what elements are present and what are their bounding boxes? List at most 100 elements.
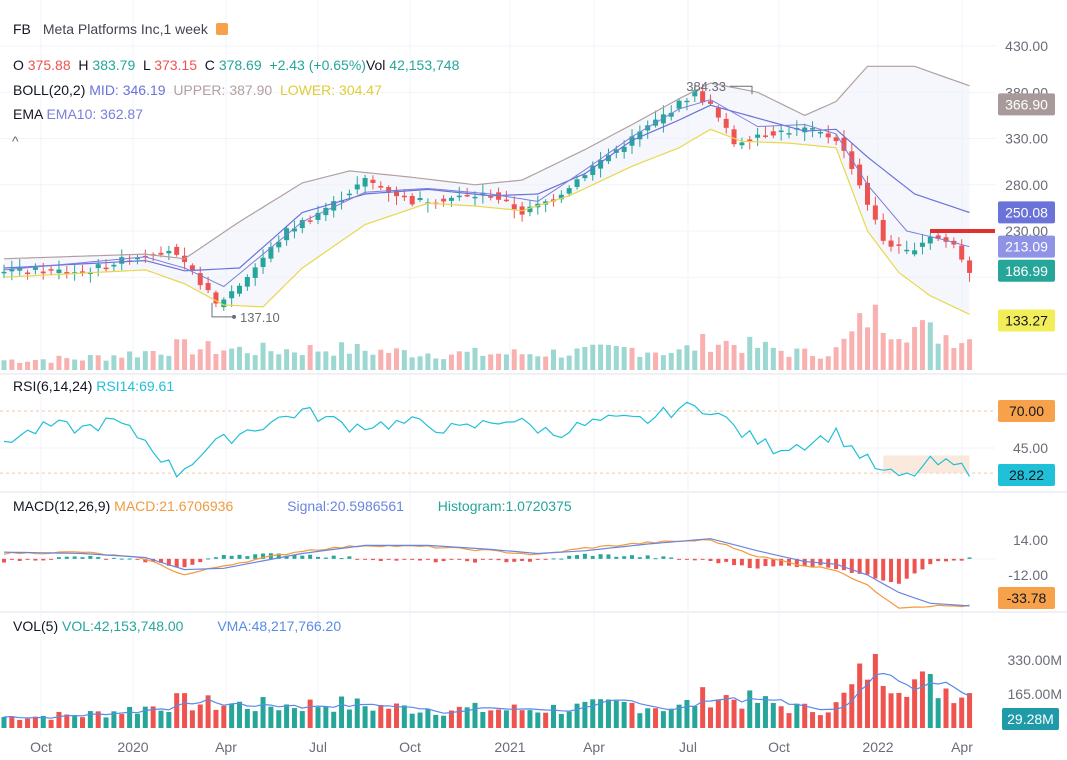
candle-body (354, 184, 360, 190)
candle-body (755, 134, 761, 138)
candle-body (9, 269, 15, 272)
volume-overlay-bar (401, 350, 407, 370)
price-axis-label: 280.00 (1005, 177, 1048, 193)
macd-histogram-bar (527, 558, 532, 562)
volume-overlay-bar (503, 354, 509, 370)
time-axis-label: 2021 (494, 739, 525, 755)
vol-legend[interactable]: VOL(5) VOL:42,153,748.00 VMA:48,217,766.… (13, 618, 341, 634)
price-axis-label: 230.00 (1005, 223, 1048, 239)
symbol-ticker[interactable]: FB (13, 21, 31, 37)
volume-bar (40, 715, 46, 728)
low-value: 373.15 (154, 57, 198, 73)
price-axis: 430.00380.00330.00280.00230.0070.0045.00… (1005, 38, 1062, 702)
volume-pane (1, 653, 973, 728)
high-value: 383.79 (92, 57, 136, 73)
volume-overlay-bar (331, 355, 337, 370)
boll-lower: LOWER: 304.47 (279, 82, 382, 98)
candle-body (770, 131, 776, 136)
rsi-legend[interactable]: RSI(6,14,24) RSI14:69.61 (13, 378, 174, 394)
macd-histogram-bar (732, 558, 737, 566)
candle-body (197, 273, 203, 286)
boll-mid: MID: 346.19 (89, 82, 166, 98)
candle-body (417, 197, 423, 201)
macd-histogram-bar (881, 558, 886, 581)
volume-overlay-bar (307, 344, 313, 370)
volume-bar (700, 687, 706, 728)
histogram-value: Histogram:1.0720375 (437, 498, 572, 514)
volume-bar (935, 698, 941, 728)
candle-body (739, 142, 745, 146)
macd-label: MACD(12,26,9) (13, 498, 111, 514)
volume-bar (865, 679, 870, 728)
volume-overlay-bar (260, 342, 266, 370)
candle-body (511, 204, 517, 210)
volume-overlay-bar (174, 339, 180, 370)
candle-body (370, 179, 376, 184)
macd-histogram-bar (206, 558, 211, 560)
volume-bar (409, 713, 415, 728)
macd-histogram-bar (449, 558, 454, 560)
volume-bar (825, 712, 831, 728)
candle-body (786, 133, 792, 135)
candle-body (95, 264, 101, 269)
macd-histogram-bar (661, 556, 666, 559)
volume-bar (472, 702, 478, 728)
volume-bar (64, 714, 70, 728)
change-value: +2.43 (+0.65%) (269, 57, 366, 73)
volume-overlay-bar (150, 350, 156, 370)
volume-overlay-bar (244, 353, 250, 370)
macd-histogram-bar (504, 558, 509, 563)
macd-histogram-bar (896, 558, 901, 584)
macd-histogram-bar (708, 558, 713, 561)
volume-overlay-bar (967, 339, 973, 370)
volume-bar (1, 716, 7, 728)
volume-overlay-bar (817, 358, 823, 370)
ema-legend[interactable]: EMA EMA10: 362.87 (13, 106, 143, 122)
volume-bar (386, 708, 392, 728)
candle-body (810, 128, 816, 130)
candle-body (237, 285, 242, 294)
candle-body (268, 247, 274, 259)
volume-bar (653, 708, 659, 728)
info-badge-icon[interactable] (215, 23, 228, 35)
volume-overlay-bar (394, 348, 399, 370)
macd-histogram-bar (755, 558, 760, 569)
macd-histogram-bar (810, 558, 815, 567)
candle-body (448, 197, 454, 201)
candle-body (488, 196, 494, 198)
macd-histogram-bar (944, 558, 948, 562)
volume-bar (810, 712, 816, 728)
volume-bar (25, 718, 31, 728)
volume-bar (433, 714, 439, 728)
candle-body (401, 195, 407, 198)
volume-bar (307, 699, 313, 728)
volume-bar (346, 709, 352, 728)
macd-histogram-bar (582, 553, 587, 559)
candle-body (582, 175, 588, 179)
collapse-legend-icon[interactable]: ^ (12, 133, 19, 149)
price-tag-bg (998, 235, 1055, 258)
volume-bar (919, 671, 925, 728)
volume-bar (637, 713, 643, 728)
boll-legend[interactable]: BOLL(20,2) MID: 346.19 UPPER: 387.90 LOW… (13, 82, 382, 98)
macd-value: MACD:21.6706936 (114, 498, 234, 514)
macd-histogram-bar (488, 558, 493, 560)
candlesticks (1, 83, 973, 311)
macd-legend[interactable]: MACD(12,26,9) MACD:21.6706936 Signal:20.… (13, 498, 572, 514)
volume-bar (715, 699, 721, 728)
macd-histogram-bar (33, 558, 38, 561)
price-tag: 133.27 (1005, 312, 1048, 328)
volume-bar (48, 719, 54, 728)
candle-body (158, 252, 164, 255)
rsi14-value: RSI14:69.61 (96, 378, 175, 394)
time-axis: Oct 2020 Apr Jul Oct 2021 Apr Jul Oct 2022 Apr (30, 739, 973, 755)
macd-histogram-bar (543, 558, 548, 560)
volume-overlay-bar (692, 350, 698, 370)
ohlc-legend: O 375.88 H 383.79 L 373.15 C 378.69 +2.4… (13, 57, 459, 73)
candle-body (276, 241, 282, 248)
volume-bar (849, 684, 855, 728)
volume-overlay-bar (731, 345, 737, 370)
macd-histogram-bar (818, 558, 823, 566)
volume-overlay-bar (111, 355, 117, 370)
